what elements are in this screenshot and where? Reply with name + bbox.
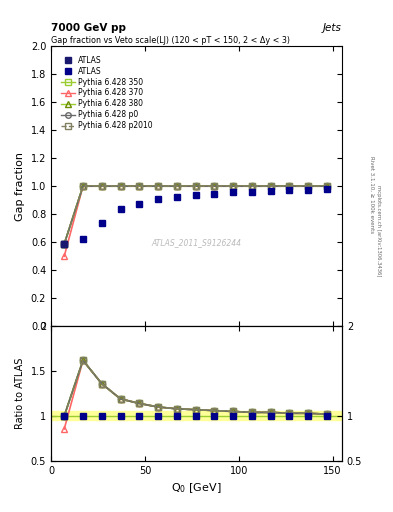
Y-axis label: Ratio to ATLAS: Ratio to ATLAS: [15, 358, 25, 429]
Text: Jets: Jets: [323, 23, 342, 33]
Y-axis label: Gap fraction: Gap fraction: [15, 152, 25, 221]
Text: Rivet 3.1.10, ≥ 100k events: Rivet 3.1.10, ≥ 100k events: [369, 156, 374, 233]
Text: mcplots.cern.ch [arXiv:1306.3436]: mcplots.cern.ch [arXiv:1306.3436]: [376, 185, 380, 276]
Legend: ATLAS, ATLAS, Pythia 6.428 350, Pythia 6.428 370, Pythia 6.428 380, Pythia 6.428: ATLAS, ATLAS, Pythia 6.428 350, Pythia 6…: [58, 53, 155, 133]
X-axis label: Q$_0$ [GeV]: Q$_0$ [GeV]: [171, 481, 222, 495]
Text: 7000 GeV pp: 7000 GeV pp: [51, 23, 126, 33]
Bar: [51, 412, 342, 420]
Text: ATLAS_2011_S9126244: ATLAS_2011_S9126244: [151, 238, 242, 247]
Text: Gap fraction vs Veto scale(LJ) (120 < pT < 150, 2 < Δy < 3): Gap fraction vs Veto scale(LJ) (120 < pT…: [51, 36, 290, 45]
